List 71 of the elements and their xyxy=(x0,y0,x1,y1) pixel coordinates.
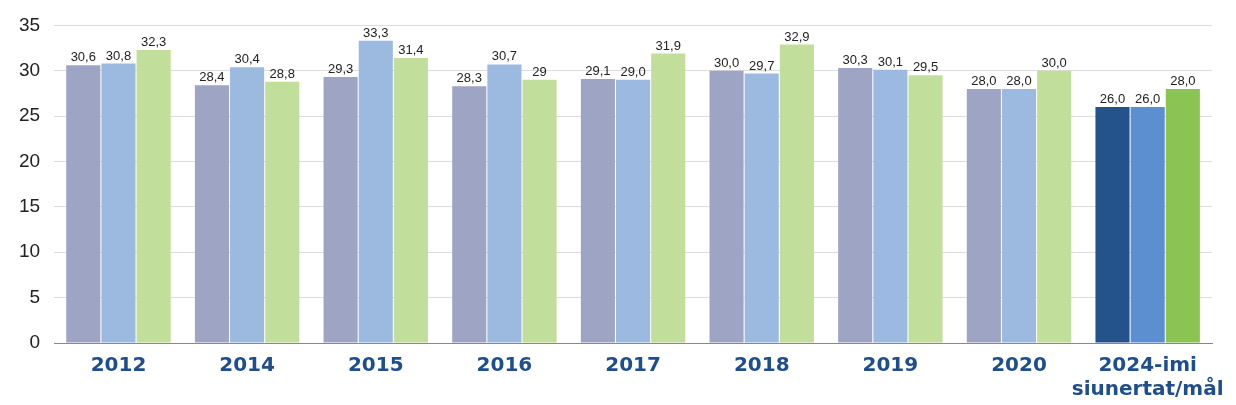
y-tick-label: 5 xyxy=(29,285,41,307)
data-label: 30,0 xyxy=(1041,54,1067,70)
bar xyxy=(838,68,873,343)
bar xyxy=(1001,88,1037,343)
bar xyxy=(265,81,300,343)
bar xyxy=(452,86,487,343)
data-label: 29,3 xyxy=(327,61,354,77)
data-label: 28,0 xyxy=(1006,73,1032,88)
bar xyxy=(66,65,101,343)
y-tick-label: 35 xyxy=(18,13,41,35)
data-label: 32,3 xyxy=(140,33,167,49)
y-tick-label: 15 xyxy=(18,195,41,217)
x-tick-label: 2016 xyxy=(476,352,533,377)
bar xyxy=(966,88,1001,343)
data-label: 28,0 xyxy=(1170,73,1196,88)
x-tick-label: 2024-imi siunertat/mål xyxy=(1071,352,1224,401)
bar xyxy=(1037,70,1072,343)
x-tick-label: 2018 xyxy=(733,352,790,377)
data-label: 30,4 xyxy=(234,51,260,67)
bar xyxy=(393,58,428,343)
bar xyxy=(709,70,744,343)
bar xyxy=(358,40,393,343)
bar xyxy=(580,78,615,343)
bar xyxy=(522,79,557,343)
bar xyxy=(744,73,779,343)
bar xyxy=(323,77,358,343)
x-tick-label: 2020 xyxy=(991,352,1047,377)
data-label: 30,3 xyxy=(842,52,868,68)
data-label: 32,9 xyxy=(784,28,810,44)
data-label: 28,0 xyxy=(971,73,997,88)
bar xyxy=(487,64,522,343)
bar xyxy=(908,75,943,343)
data-label: 28,8 xyxy=(269,65,295,81)
bar xyxy=(873,69,908,343)
data-label: 30,6 xyxy=(70,49,96,65)
data-label: 29,5 xyxy=(912,59,939,75)
data-label: 29,7 xyxy=(749,57,775,73)
x-tick-label: 2014 xyxy=(219,352,275,377)
y-tick-label: 0 xyxy=(29,331,41,353)
data-label: 30,8 xyxy=(105,47,132,63)
x-tick-label: 2019 xyxy=(862,352,919,377)
x-tick-label: 2015 xyxy=(347,352,404,377)
bar xyxy=(230,67,265,343)
bar xyxy=(651,53,686,343)
y-tick-label: 10 xyxy=(18,240,41,262)
data-label: 33,3 xyxy=(363,24,389,40)
data-label: 29,1 xyxy=(585,63,611,79)
bar xyxy=(1130,107,1165,343)
bar xyxy=(101,63,136,343)
bar xyxy=(779,44,814,343)
bar xyxy=(616,79,651,343)
data-label: 28,4 xyxy=(199,69,225,85)
x-tick-label: 2017 xyxy=(605,352,661,377)
data-label: 28,3 xyxy=(456,70,482,86)
data-label: 31,4 xyxy=(398,42,424,58)
y-tick-label: 20 xyxy=(18,149,41,171)
data-label: 30,7 xyxy=(491,48,518,64)
bar xyxy=(1095,107,1130,343)
bar xyxy=(1165,88,1200,343)
data-label: 26,0 xyxy=(1135,91,1161,107)
data-label: 30,0 xyxy=(713,54,740,70)
bar xyxy=(194,85,229,343)
bar xyxy=(136,49,171,343)
data-label: 30,1 xyxy=(877,53,904,69)
data-label: 29 xyxy=(532,63,547,79)
data-label: 29,0 xyxy=(620,63,646,79)
x-tick-label: 2012 xyxy=(90,352,147,377)
data-label: 26,0 xyxy=(1099,91,1126,107)
y-tick-label: 30 xyxy=(18,59,41,81)
y-tick-label: 25 xyxy=(18,104,41,126)
data-label: 31,9 xyxy=(655,37,681,53)
